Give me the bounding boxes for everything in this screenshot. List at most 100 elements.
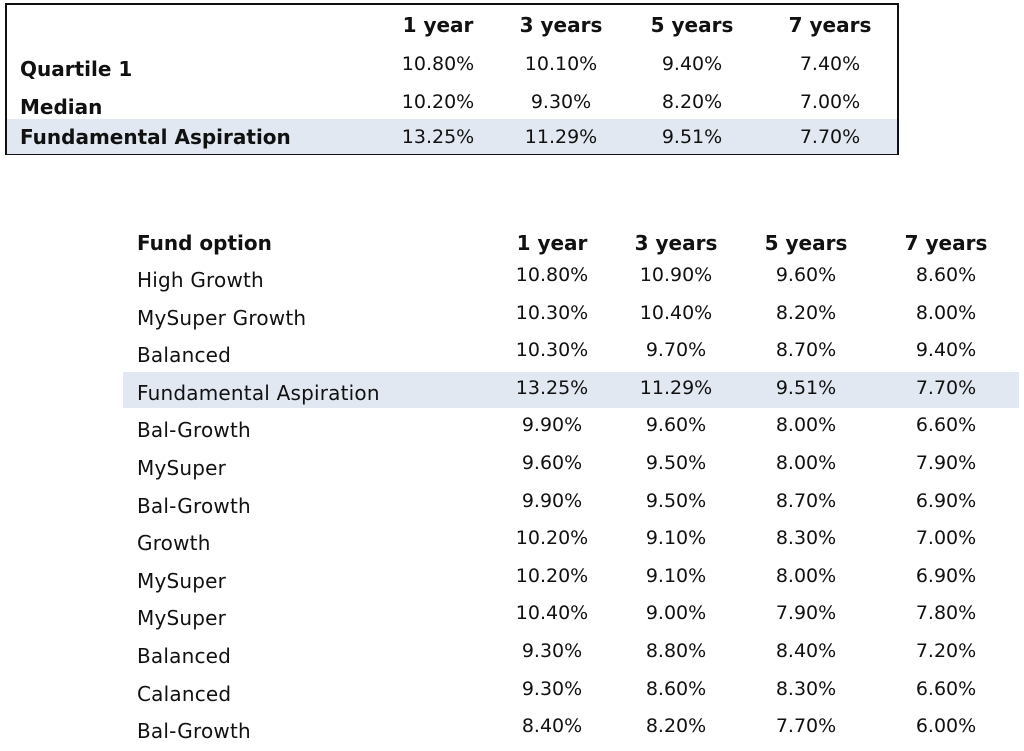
return-cell: 9.90% (521, 489, 583, 512)
table-row: Calanced 9.30% 8.60% 8.30% 6.60% (0, 676, 1024, 714)
benchmark-row-label: Quartile 1 (20, 57, 133, 81)
return-cell: 8.20% (775, 301, 837, 324)
return-cell: 8.30% (775, 527, 837, 550)
return-cell: 9.70% (645, 339, 707, 362)
return-cell: 10.20% (515, 527, 589, 550)
return-cell: 7.70% (915, 376, 977, 399)
return-cell: 9.30% (521, 639, 583, 662)
header-fund-option: Fund option (137, 231, 272, 255)
benchmark-cell: 9.40% (661, 53, 723, 75)
row-highlight (123, 371, 1019, 408)
fund-name: MySuper (137, 606, 227, 631)
benchmark-cell: 7.40% (799, 53, 861, 75)
fund-name: Calanced (137, 681, 232, 706)
table-row: High Growth 10.80% 10.90% 9.60% 8.60% (0, 262, 1024, 300)
return-cell: 6.60% (915, 677, 977, 700)
benchmark-cell: 8.20% (661, 91, 723, 113)
fund-name: Fundamental Aspiration (137, 380, 380, 405)
return-cell: 10.40% (639, 301, 713, 324)
return-cell: 10.40% (515, 602, 589, 625)
benchmark-row-label: Median (20, 95, 103, 119)
return-cell: 9.50% (645, 451, 707, 474)
benchmark-cell: 10.80% (401, 53, 475, 75)
return-cell: 9.10% (645, 527, 707, 550)
return-cell: 9.50% (645, 489, 707, 512)
table-row: Growth 10.20% 9.10% 8.30% 7.00% (0, 525, 1024, 563)
table-row: MySuper 10.40% 9.00% 7.90% 7.80% (0, 600, 1024, 638)
return-cell: 7.90% (775, 602, 837, 625)
return-cell: 13.25% (515, 376, 589, 399)
return-cell: 8.70% (775, 489, 837, 512)
return-cell: 8.00% (775, 564, 837, 587)
return-cell: 10.30% (515, 301, 589, 324)
return-cell: 6.90% (915, 564, 977, 587)
return-cell: 11.29% (639, 376, 713, 399)
benchmark-table: 1 year 3 years 5 years 7 years Quartile … (5, 3, 899, 155)
return-cell: 8.00% (775, 451, 837, 474)
return-cell: 8.60% (915, 264, 977, 286)
fund-name: Balanced (137, 343, 232, 368)
fund-name: Balanced (137, 643, 232, 668)
return-cell: 10.80% (515, 264, 589, 286)
return-cell: 8.00% (775, 414, 837, 437)
benchmark-cell: 10.20% (401, 91, 475, 113)
table-row: MySuper Growth 10.30% 10.40% 8.20% 8.00% (0, 300, 1024, 338)
benchmark-cell: 9.30% (530, 91, 592, 113)
return-cell: 6.00% (915, 715, 977, 738)
return-cell: 7.90% (915, 451, 977, 474)
header-1-year: 1 year (516, 231, 588, 255)
table-row: Bal-Growth 9.90% 9.50% 8.70% 6.90% (0, 488, 1024, 526)
fund-name: Bal-Growth (137, 418, 251, 443)
return-cell: 8.40% (775, 639, 837, 662)
fund-name: Bal-Growth (137, 719, 251, 744)
return-cell: 8.20% (645, 715, 707, 738)
return-cell: 7.20% (915, 639, 977, 662)
return-cell: 9.40% (915, 339, 977, 362)
return-cell: 9.90% (521, 414, 583, 437)
return-cell: 8.60% (645, 677, 707, 700)
return-cell: 9.51% (775, 376, 837, 399)
table-row: MySuper 10.20% 9.10% 8.00% 6.90% (0, 563, 1024, 601)
header-5-years: 5 years (650, 13, 734, 37)
header-7-years: 7 years (788, 13, 872, 37)
return-cell: 8.70% (775, 339, 837, 362)
return-cell: 8.00% (915, 301, 977, 324)
return-cell: 6.90% (915, 489, 977, 512)
fund-name: High Growth (137, 268, 264, 292)
return-cell: 9.00% (645, 602, 707, 625)
return-cell: 8.80% (645, 639, 707, 662)
table-row: Bal-Growth 8.40% 8.20% 7.70% 6.00% (0, 713, 1024, 751)
benchmark-cell: 7.70% (799, 126, 861, 148)
benchmark-cell: 10.10% (524, 53, 598, 75)
benchmark-row-label: Fundamental Aspiration (20, 125, 291, 149)
fund-name: MySuper Growth (137, 305, 307, 330)
fund-table-header-row: Fund option 1 year 3 years 5 years 7 yea… (0, 231, 1024, 261)
table-row: Fundamental Aspiration 13.25% 11.29% 9.51% 7… (0, 371, 1024, 413)
return-cell: 8.40% (521, 715, 583, 738)
header-5-years: 5 years (764, 231, 848, 255)
header-3-years: 3 years (519, 13, 603, 37)
table-row: MySuper 9.60% 9.50% 8.00% 7.90% (0, 450, 1024, 488)
return-cell: 9.60% (645, 414, 707, 437)
return-cell: 7.80% (915, 602, 977, 625)
benchmark-cell: 7.00% (799, 91, 861, 113)
fund-table: High Growth 10.80% 10.90% 9.60% 8.60% MySuper… (0, 262, 1024, 751)
header-3-years: 3 years (634, 231, 718, 255)
return-cell: 9.30% (521, 677, 583, 700)
table-row: Balanced 9.30% 8.80% 8.40% 7.20% (0, 638, 1024, 676)
benchmark-cell: 11.29% (524, 126, 598, 148)
table-row: Balanced 10.30% 9.70% 8.70% 9.40% (0, 337, 1024, 375)
benchmark-cell: 13.25% (401, 126, 475, 148)
return-cell: 7.70% (775, 715, 837, 738)
benchmark-row: Fundamental Aspiration 13.25% 11.29% 9.51% 7… (7, 119, 897, 154)
fund-name: MySuper (137, 568, 227, 593)
header-1-year: 1 year (402, 13, 474, 37)
return-cell: 10.30% (515, 339, 589, 362)
return-cell: 9.60% (775, 264, 837, 286)
return-cell: 6.60% (915, 414, 977, 437)
table-row: Bal-Growth 9.90% 9.60% 8.00% 6.60% (0, 412, 1024, 450)
return-cell: 7.00% (915, 527, 977, 550)
return-cell: 10.90% (639, 264, 713, 286)
header-7-years: 7 years (904, 231, 988, 255)
fund-name: Growth (137, 531, 211, 556)
